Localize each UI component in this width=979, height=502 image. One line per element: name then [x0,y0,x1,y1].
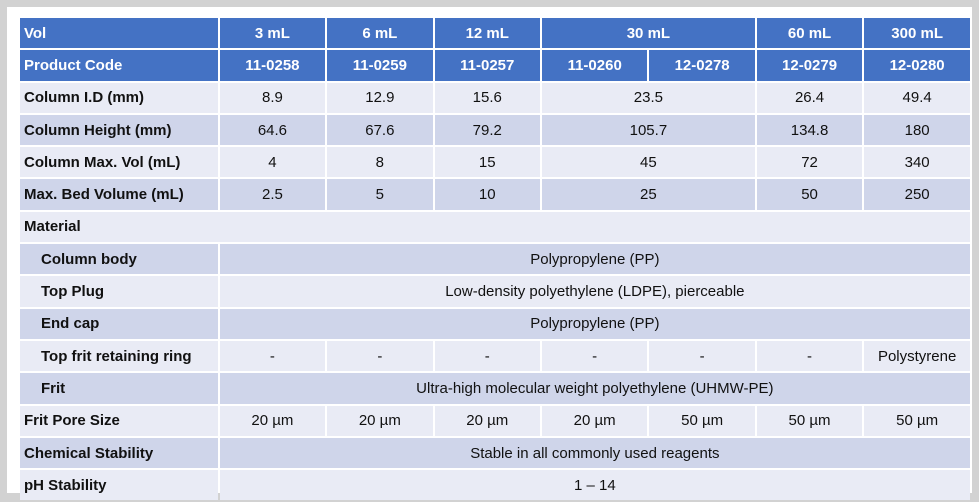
max-bed-volume-label: Max. Bed Volume (mL) [20,179,218,210]
table-cell: 134.8 [756,114,863,146]
top-frit-ring-label: Top frit retaining ring [20,340,218,372]
product-code-cell: 11-0258 [219,50,326,81]
table-cell: 5 [327,179,433,210]
table-cell: Low-density polyethylene (LDPE), piercea… [219,276,970,307]
table-cell: 23.5 [541,82,755,113]
frit-label: Frit [20,373,218,404]
product-code-row: Product Code 11-0258 11-0259 11-0257 11-… [20,50,970,81]
table-cell: 26.4 [756,82,863,113]
top-frit-ring-row: Top frit retaining ring - - - - - - Poly… [20,340,970,372]
product-code-cell: 12-0279 [756,50,863,81]
table-cell: 20 µm [219,405,326,436]
table-cell: Polystyrene [864,340,970,372]
table-cell: 8 [327,147,433,178]
table-cell: - [756,340,863,372]
spec-table-frame: Vol 3 mL 6 mL 12 mL 30 mL 60 mL 300 mL P… [7,7,972,501]
volume-header-cell: 6 mL [327,18,433,49]
table-cell: 2.5 [219,179,326,210]
table-cell: Polypropylene (PP) [219,244,970,275]
table-cell: 20 µm [541,405,648,436]
table-cell: - [219,340,326,372]
product-code-cell: 11-0260 [541,50,648,81]
table-cell: 1 – 14 [219,470,970,501]
table-cell: 4 [219,147,326,178]
table-cell: Stable in all commonly used reagents [219,437,970,469]
volume-header-cell: 3 mL [219,18,326,49]
table-cell: - [434,340,540,372]
column-max-vol-label: Column Max. Vol (mL) [20,147,218,178]
frit-pore-size-label: Frit Pore Size [20,405,218,436]
chemical-stability-label: Chemical Stability [20,437,218,469]
table-cell: 340 [864,147,970,178]
volume-header-cell: 300 mL [864,18,970,49]
column-height-label: Column Height (mm) [20,114,218,146]
material-section-row: Material [20,211,970,243]
column-body-label: Column body [20,244,218,275]
volume-header-row: Vol 3 mL 6 mL 12 mL 30 mL 60 mL 300 mL [20,18,970,49]
table-cell: Ultra-high molecular weight polyethylene… [219,373,970,404]
table-cell: 50 µm [864,405,970,436]
product-code-cell: 11-0257 [434,50,540,81]
table-cell: 50 [756,179,863,210]
max-bed-volume-row: Max. Bed Volume (mL) 2.5 5 10 25 50 250 [20,179,970,210]
table-cell: 50 µm [756,405,863,436]
ph-stability-row: pH Stability 1 – 14 [20,470,970,501]
frit-row: Frit Ultra-high molecular weight polyeth… [20,373,970,404]
spec-table: Vol 3 mL 6 mL 12 mL 30 mL 60 mL 300 mL P… [18,16,972,502]
column-id-row: Column I.D (mm) 8.9 12.9 15.6 23.5 26.4 … [20,82,970,113]
vol-label: Vol [20,18,218,49]
product-code-label: Product Code [20,50,218,81]
column-body-row: Column body Polypropylene (PP) [20,244,970,275]
ph-stability-label: pH Stability [20,470,218,501]
table-cell: 15.6 [434,82,540,113]
volume-header-cell: 12 mL [434,18,540,49]
top-plug-row: Top Plug Low-density polyethylene (LDPE)… [20,276,970,307]
table-cell: 8.9 [219,82,326,113]
table-cell: 15 [434,147,540,178]
table-cell: - [327,340,433,372]
volume-header-cell: 30 mL [541,18,755,49]
table-cell: 20 µm [327,405,433,436]
table-cell: 49.4 [864,82,970,113]
table-cell: 72 [756,147,863,178]
table-cell: 250 [864,179,970,210]
column-height-row: Column Height (mm) 64.6 67.6 79.2 105.7 … [20,114,970,146]
end-cap-row: End cap Polypropylene (PP) [20,308,970,339]
table-cell: Polypropylene (PP) [219,308,970,339]
table-cell: 67.6 [327,114,433,146]
frit-pore-size-row: Frit Pore Size 20 µm 20 µm 20 µm 20 µm 5… [20,405,970,436]
table-cell: 64.6 [219,114,326,146]
table-cell: 105.7 [541,114,755,146]
table-cell: 12.9 [327,82,433,113]
material-section-label: Material [20,211,970,243]
chemical-stability-row: Chemical Stability Stable in all commonl… [20,437,970,469]
product-code-cell: 12-0280 [864,50,970,81]
product-code-cell: 12-0278 [649,50,755,81]
table-cell: 45 [541,147,755,178]
product-code-cell: 11-0259 [327,50,433,81]
column-id-label: Column I.D (mm) [20,82,218,113]
table-cell: 10 [434,179,540,210]
volume-header-cell: 60 mL [756,18,863,49]
table-cell: 20 µm [434,405,540,436]
table-cell: - [541,340,648,372]
table-cell: 25 [541,179,755,210]
top-plug-label: Top Plug [20,276,218,307]
table-cell: 79.2 [434,114,540,146]
table-cell: 50 µm [649,405,755,436]
end-cap-label: End cap [20,308,218,339]
table-cell: 180 [864,114,970,146]
column-max-vol-row: Column Max. Vol (mL) 4 8 15 45 72 340 [20,147,970,178]
table-cell: - [649,340,755,372]
